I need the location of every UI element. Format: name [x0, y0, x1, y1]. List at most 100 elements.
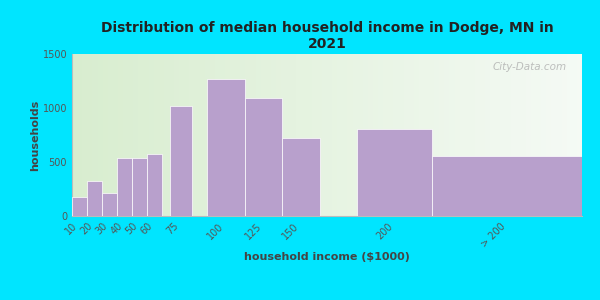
Bar	[455, 54, 460, 216]
Bar	[88, 54, 92, 216]
Bar	[72, 54, 77, 216]
Bar	[505, 54, 511, 216]
Bar	[205, 54, 210, 216]
Bar	[240, 54, 245, 216]
Bar	[128, 54, 133, 216]
Bar	[143, 54, 149, 216]
Bar	[245, 54, 251, 216]
Bar	[282, 138, 320, 216]
Bar	[424, 54, 429, 216]
Bar	[577, 54, 582, 216]
Bar	[210, 54, 215, 216]
Bar	[404, 54, 409, 216]
Bar	[133, 54, 138, 216]
Bar	[92, 54, 97, 216]
Bar	[179, 54, 184, 216]
Bar	[521, 54, 526, 216]
Bar	[500, 54, 505, 216]
Bar	[342, 54, 347, 216]
Bar	[388, 54, 394, 216]
Bar	[271, 54, 276, 216]
Bar	[485, 54, 490, 216]
Bar	[291, 54, 296, 216]
Bar	[362, 54, 368, 216]
Bar	[281, 54, 286, 216]
Bar	[230, 54, 235, 216]
Bar	[531, 54, 536, 216]
Bar	[490, 54, 496, 216]
Bar	[444, 54, 449, 216]
Bar	[97, 54, 103, 216]
Bar	[235, 54, 240, 216]
Bar	[215, 54, 220, 216]
Bar	[373, 54, 378, 216]
Bar	[327, 54, 332, 216]
Bar	[132, 158, 147, 216]
Bar	[358, 54, 363, 216]
Bar	[276, 54, 281, 216]
Bar	[551, 54, 557, 216]
Bar	[475, 54, 480, 216]
Bar	[149, 54, 154, 216]
Bar	[108, 54, 113, 216]
Bar	[465, 54, 470, 216]
Bar	[164, 54, 169, 216]
Bar	[286, 54, 292, 216]
Bar	[378, 54, 383, 216]
Bar	[139, 54, 143, 216]
Bar	[245, 98, 282, 216]
Bar	[123, 54, 128, 216]
Bar	[347, 54, 353, 216]
Bar	[414, 54, 419, 216]
Bar	[357, 128, 432, 216]
Bar	[190, 54, 194, 216]
Bar	[541, 54, 547, 216]
Bar	[225, 54, 230, 216]
Bar	[169, 54, 174, 216]
Bar	[220, 54, 225, 216]
Bar	[87, 182, 102, 216]
Bar	[117, 158, 132, 216]
Bar	[322, 54, 327, 216]
Bar	[251, 54, 256, 216]
X-axis label: household income ($1000): household income ($1000)	[244, 252, 410, 262]
Bar	[432, 155, 582, 216]
Bar	[170, 106, 192, 216]
Bar	[113, 54, 118, 216]
Bar	[409, 54, 414, 216]
Bar	[562, 54, 566, 216]
Y-axis label: households: households	[30, 99, 40, 171]
Bar	[154, 54, 159, 216]
Bar	[256, 54, 260, 216]
Bar	[546, 54, 551, 216]
Bar	[102, 193, 117, 216]
Bar	[82, 54, 88, 216]
Bar	[174, 54, 179, 216]
Bar	[307, 54, 312, 216]
Bar	[460, 54, 465, 216]
Title: Distribution of median household income in Dodge, MN in
2021: Distribution of median household income …	[101, 21, 553, 51]
Bar	[511, 54, 515, 216]
Bar	[194, 54, 199, 216]
Bar	[526, 54, 531, 216]
Bar	[199, 54, 205, 216]
Bar	[158, 54, 164, 216]
Bar	[536, 54, 541, 216]
Bar	[266, 54, 271, 216]
Bar	[260, 54, 266, 216]
Bar	[449, 54, 455, 216]
Bar	[77, 54, 82, 216]
Bar	[429, 54, 434, 216]
Bar	[118, 54, 123, 216]
Bar	[480, 54, 485, 216]
Bar	[184, 54, 190, 216]
Bar	[470, 54, 475, 216]
Bar	[207, 79, 245, 216]
Bar	[383, 54, 388, 216]
Text: City-Data.com: City-Data.com	[493, 62, 567, 72]
Bar	[337, 54, 342, 216]
Bar	[434, 54, 439, 216]
Bar	[312, 54, 317, 216]
Bar	[317, 54, 322, 216]
Bar	[394, 54, 398, 216]
